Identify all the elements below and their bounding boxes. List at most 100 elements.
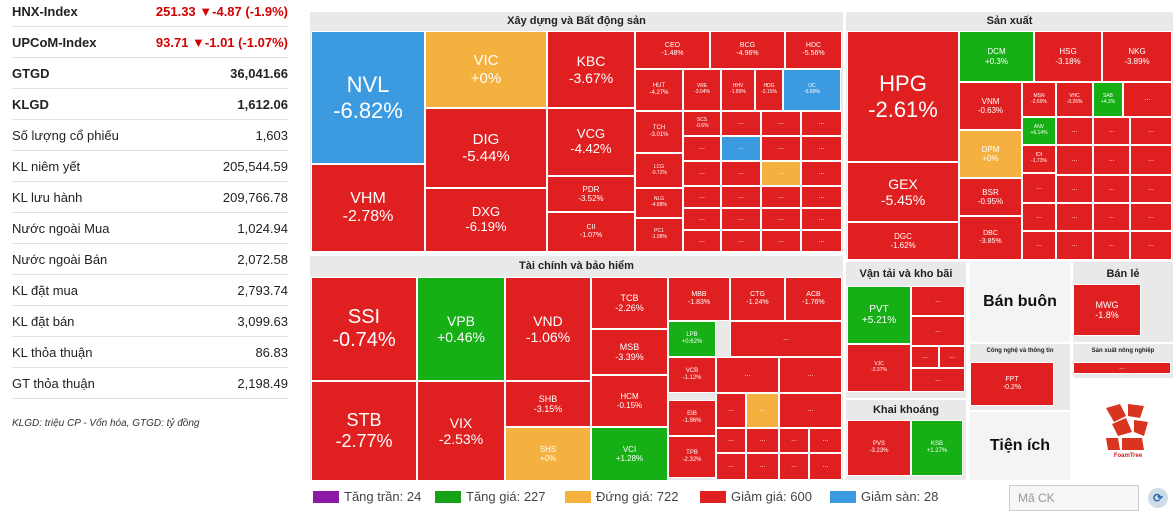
stock-tile-dpm[interactable]: DPM +0% [959, 130, 1022, 178]
stock-tile-vpb[interactable]: VPB +0.46% [417, 277, 505, 381]
stock-tile-more[interactable]: ... [721, 208, 761, 230]
stock-tile-tch[interactable]: TCH -3.01% [635, 111, 683, 153]
stock-tile-more[interactable]: ... [761, 161, 801, 186]
stock-tile-ctg[interactable]: CTG -1.24% [730, 277, 785, 321]
stock-tile-lpb[interactable]: LPB +0.62% [668, 321, 716, 357]
stock-tile-shb[interactable]: SHB -3.15% [505, 381, 591, 427]
stock-tile-ijc[interactable]: IJC -6.89% [783, 69, 841, 111]
stock-tile-vhc[interactable]: VHC -3.26% [1056, 82, 1093, 117]
stock-tile-ssi[interactable]: SSI -0.74% [311, 277, 417, 381]
stock-tile-dig[interactable]: DIG -5.44% [425, 108, 547, 188]
stock-tile-stb[interactable]: STB -2.77% [311, 381, 417, 481]
stock-tile-vhm[interactable]: VHM -2.78% [311, 164, 425, 252]
stock-tile-more[interactable]: ... [1022, 203, 1056, 231]
stock-tile-more[interactable]: ... [683, 186, 721, 208]
stock-tile-more[interactable]: ... [761, 208, 801, 230]
stock-tile-more[interactable]: ... [1130, 117, 1172, 145]
stock-tile-more[interactable]: ... [809, 428, 842, 453]
stock-tile-fpt[interactable]: FPT -0.2% [970, 362, 1054, 406]
stock-tile-tpb[interactable]: TPB -2.32% [668, 436, 716, 478]
stock-tile-more[interactable]: ... [721, 186, 761, 208]
stock-tile-shs[interactable]: SHS +0% [505, 427, 591, 481]
stock-tile-more[interactable]: ... [801, 161, 842, 186]
stock-tile-dgc[interactable]: DGC -1.62% [847, 222, 959, 260]
stock-tile-vjc[interactable]: VJC -2.37% [847, 344, 911, 392]
stock-tile-more[interactable]: ... [779, 393, 842, 428]
stock-tile-dcm[interactable]: DCM +0.3% [959, 31, 1034, 82]
stock-tile-more[interactable]: ... [939, 346, 965, 368]
stock-tile-more[interactable]: ... [761, 230, 801, 252]
stock-search-input[interactable]: Mã CK [1009, 485, 1139, 511]
stock-tile-more[interactable]: ... [716, 357, 779, 393]
stock-tile-hhv[interactable]: HHV -1.89% [721, 69, 755, 111]
stock-tile-pdr[interactable]: PDR -3.52% [547, 176, 635, 212]
stock-tile-nvl[interactable]: NVL -6.82% [311, 31, 425, 164]
stock-tile-hdg[interactable]: HDG -2.15% [755, 69, 783, 111]
foamtree-icon[interactable]: ⟳ [1148, 488, 1168, 508]
stock-tile-vnm[interactable]: VNM -0.63% [959, 82, 1022, 130]
stock-tile-more[interactable]: ... [746, 393, 779, 428]
stock-tile-more[interactable]: ... [801, 208, 842, 230]
stock-tile-more[interactable]: ... [779, 453, 809, 480]
stock-tile-more[interactable]: ... [683, 136, 721, 161]
stock-tile-nlg[interactable]: NLG -4.88% [635, 188, 683, 218]
stock-tile-more[interactable]: ... [1130, 231, 1172, 260]
stock-tile-vcg[interactable]: VCG -4.42% [547, 108, 635, 176]
stock-tile-more[interactable]: ... [683, 208, 721, 230]
stock-tile-vre[interactable]: VRE -3.04% [683, 69, 721, 111]
stock-tile-more[interactable]: ... [683, 161, 721, 186]
stock-tile-vci[interactable]: VCI +1.28% [591, 427, 668, 481]
stock-tile-more[interactable]: ... [1056, 203, 1093, 231]
stock-tile-more[interactable]: ... [1093, 145, 1130, 175]
stock-tile-more[interactable]: ... [1056, 117, 1093, 145]
stock-tile-more[interactable]: ... [1093, 231, 1130, 260]
stock-tile-hcm[interactable]: HCM -0.15% [591, 375, 668, 427]
stock-tile-hsg[interactable]: HSG -3.18% [1034, 31, 1102, 82]
stock-tile-more[interactable]: ... [1056, 175, 1093, 203]
stock-tile-more[interactable]: ... [716, 393, 746, 428]
stock-tile-bsr[interactable]: BSR -0.95% [959, 178, 1022, 216]
stock-tile-pvs[interactable]: PVS -3.23% [847, 420, 911, 476]
stock-tile-acb[interactable]: ACB -1.76% [785, 277, 842, 321]
stock-tile-more[interactable]: ... [721, 161, 761, 186]
stock-tile-dbc[interactable]: DBC -3.85% [959, 216, 1022, 260]
stock-tile-more[interactable]: ... [716, 453, 746, 480]
stock-tile-more[interactable]: ... [801, 136, 842, 161]
stock-tile-more[interactable]: ... [761, 186, 801, 208]
stock-tile-more[interactable]: ... [1056, 145, 1093, 175]
stock-tile-more[interactable]: ... [911, 316, 965, 346]
stock-tile-sab[interactable]: SAB +4.3% [1093, 82, 1123, 117]
stock-tile-hut[interactable]: HUT -4.27% [635, 69, 683, 111]
stock-tile-nkg[interactable]: NKG -3.89% [1102, 31, 1172, 82]
stock-tile-more[interactable]: ... [721, 136, 761, 161]
stock-tile-mwg[interactable]: MWG -1.8% [1073, 284, 1141, 336]
stock-tile-more[interactable]: ... [779, 428, 809, 453]
stock-tile-vix[interactable]: VIX -2.53% [417, 381, 505, 481]
stock-tile-more[interactable]: ... [1093, 117, 1130, 145]
stock-tile-pvt[interactable]: PVT +5.21% [847, 286, 911, 344]
stock-tile-msn[interactable]: MSN -2.69% [1022, 82, 1056, 117]
stock-tile-lcg[interactable]: LCG -0.72% [635, 153, 683, 188]
stock-tile-hpg[interactable]: HPG -2.61% [847, 31, 959, 162]
stock-tile-more[interactable]: ... [911, 286, 965, 316]
stock-tile-more[interactable]: ... [1022, 173, 1056, 203]
stock-tile-more[interactable]: ... [911, 368, 965, 392]
stock-tile-dxg[interactable]: DXG -6.19% [425, 188, 547, 252]
stock-tile-more[interactable]: ... [746, 453, 779, 480]
stock-tile-more[interactable]: ... [809, 453, 842, 480]
stock-tile-cii[interactable]: CII -1.07% [547, 212, 635, 252]
stock-tile-bcg[interactable]: BCG -4.96% [710, 31, 785, 69]
stock-tile-more[interactable]: ... [801, 111, 842, 136]
stock-tile-ksb[interactable]: KSB +1.27% [911, 420, 963, 476]
stock-tile-more[interactable]: ... [1073, 362, 1171, 374]
stock-tile-vcb[interactable]: VCB -1.12% [668, 357, 716, 393]
stock-tile-vnd[interactable]: VND -1.06% [505, 277, 591, 381]
stock-tile-more[interactable]: ... [1130, 175, 1172, 203]
stock-tile-more[interactable]: ... [1130, 203, 1172, 231]
stock-tile-scs[interactable]: SCS -0.6% [683, 111, 721, 136]
stock-tile-hdc[interactable]: HDC -5.56% [785, 31, 842, 69]
stock-tile-more[interactable]: ... [721, 230, 761, 252]
stock-tile-more[interactable]: ... [1130, 145, 1172, 175]
stock-tile-kbc[interactable]: KBC -3.67% [547, 31, 635, 108]
stock-tile-gex[interactable]: GEX -5.45% [847, 162, 959, 222]
